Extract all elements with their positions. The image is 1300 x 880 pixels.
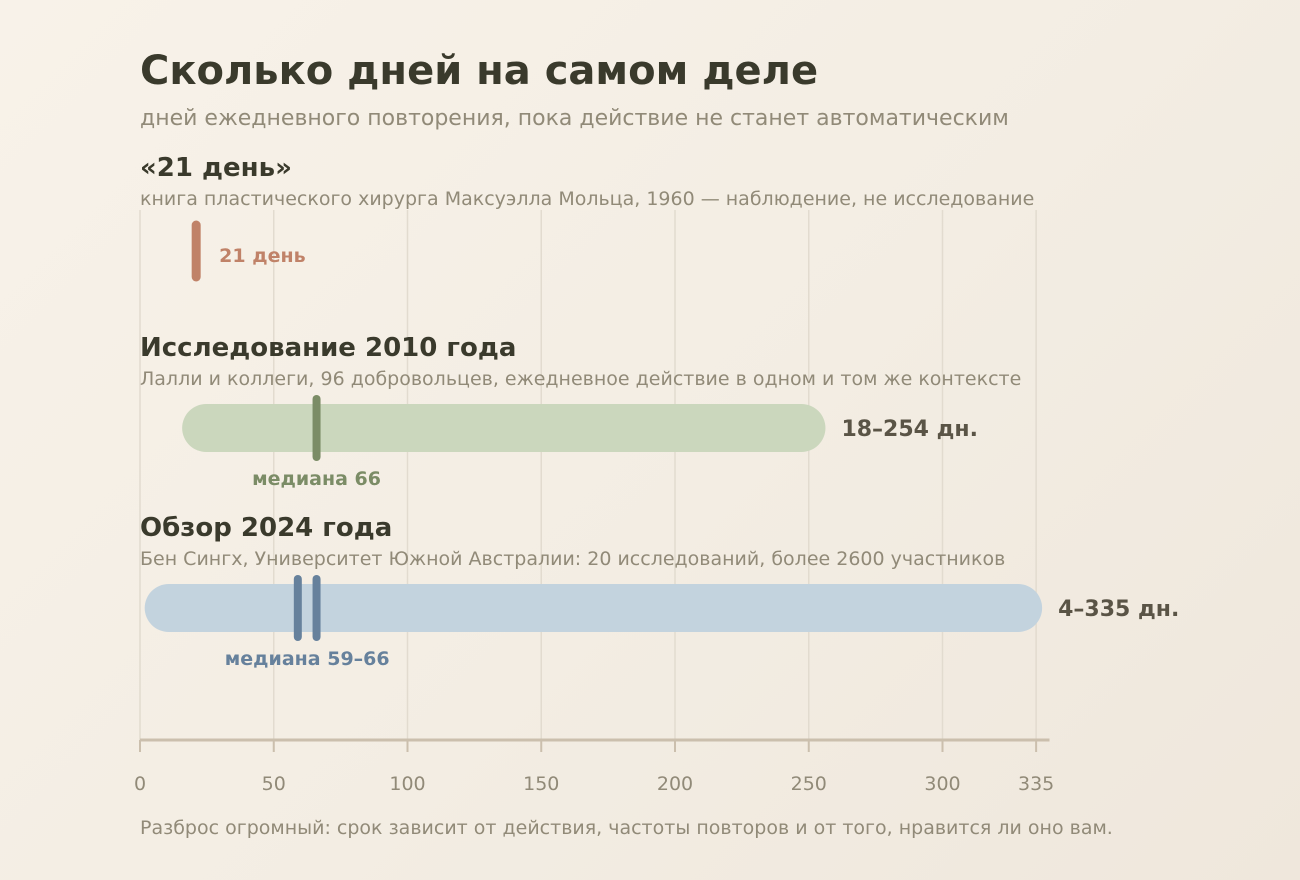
range-label-review2024: 4–335 дн. bbox=[1058, 597, 1179, 622]
myth-value-label: 21 день bbox=[219, 245, 305, 267]
row-title-study2010: Исследование 2010 года bbox=[140, 333, 516, 363]
x-tick-label-7: 335 bbox=[1018, 773, 1054, 795]
x-tick-label-1: 50 bbox=[262, 773, 286, 795]
row-title-review2024: Обзор 2024 года bbox=[140, 513, 392, 543]
row-title-myth: «21 день» bbox=[140, 153, 292, 183]
x-tick-label-0: 0 bbox=[134, 773, 146, 795]
x-tick-label-4: 200 bbox=[657, 773, 693, 795]
chart-subtitle: дней ежедневного повторения, пока действ… bbox=[140, 106, 1009, 131]
row-desc-myth: книга пластического хирурга Максуэлла Мо… bbox=[140, 188, 1034, 210]
x-tick-label-6: 300 bbox=[924, 773, 960, 795]
x-tick-label-5: 250 bbox=[791, 773, 827, 795]
median-label-review2024: медиана 59–66 bbox=[225, 648, 390, 670]
median-label-study2010: медиана 66 bbox=[252, 468, 381, 490]
row-desc-study2010: Лалли и коллеги, 96 добровольцев, ежедне… bbox=[140, 368, 1021, 390]
range-bar-review2024 bbox=[144, 584, 1043, 632]
row-desc-review2024: Бен Сингх, Университет Южной Австралии: … bbox=[140, 548, 1005, 570]
chart-caption: Разброс огромный: срок зависит от действ… bbox=[140, 817, 1113, 839]
x-tick-label-3: 150 bbox=[523, 773, 559, 795]
x-tick-label-2: 100 bbox=[389, 773, 425, 795]
range-bar-study2010 bbox=[182, 404, 826, 452]
chart-title: Сколько дней на самом деле bbox=[140, 48, 819, 94]
range-label-study2010: 18–254 дн. bbox=[841, 417, 978, 442]
